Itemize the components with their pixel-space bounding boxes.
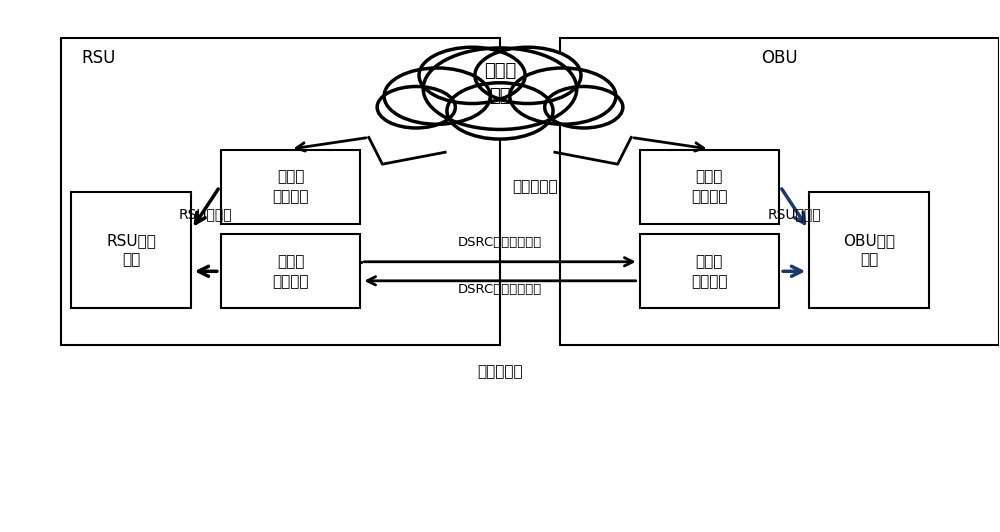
Bar	[640, 234, 779, 309]
Text: 短距离
通信模块: 短距离 通信模块	[272, 254, 309, 289]
Bar	[221, 149, 360, 223]
Circle shape	[475, 47, 581, 104]
Text: OBU主控
模块: OBU主控 模块	[843, 232, 895, 268]
Circle shape	[447, 83, 553, 139]
Bar	[221, 234, 360, 309]
Bar	[71, 192, 191, 309]
Circle shape	[423, 48, 577, 129]
Circle shape	[545, 87, 623, 128]
Text: RSU: RSU	[81, 49, 116, 67]
Text: DSRC通信（上行）: DSRC通信（上行）	[458, 284, 542, 296]
Circle shape	[377, 87, 455, 128]
Bar	[61, 38, 500, 345]
Circle shape	[384, 68, 490, 124]
Text: 远距离通信: 远距离通信	[512, 179, 558, 194]
Bar	[560, 38, 999, 345]
Text: 短距离通信: 短距离通信	[477, 364, 523, 379]
Text: DSRC通信（下行）: DSRC通信（下行）	[458, 236, 542, 248]
Bar	[640, 149, 779, 223]
Text: 远距离
通信模块: 远距离 通信模块	[691, 169, 728, 204]
Text: 广域网
通信: 广域网 通信	[484, 62, 516, 105]
Text: 远距离
通信模块: 远距离 通信模块	[272, 169, 309, 204]
Text: 短距离
通信模块: 短距离 通信模块	[691, 254, 728, 289]
Text: RSU信号弱: RSU信号弱	[767, 207, 821, 221]
Text: RSU主控
模块: RSU主控 模块	[106, 232, 156, 268]
Circle shape	[510, 68, 616, 124]
Circle shape	[419, 47, 525, 104]
Text: RSU信号强: RSU信号强	[179, 207, 233, 221]
Bar	[809, 192, 929, 309]
Text: OBU: OBU	[761, 49, 798, 67]
